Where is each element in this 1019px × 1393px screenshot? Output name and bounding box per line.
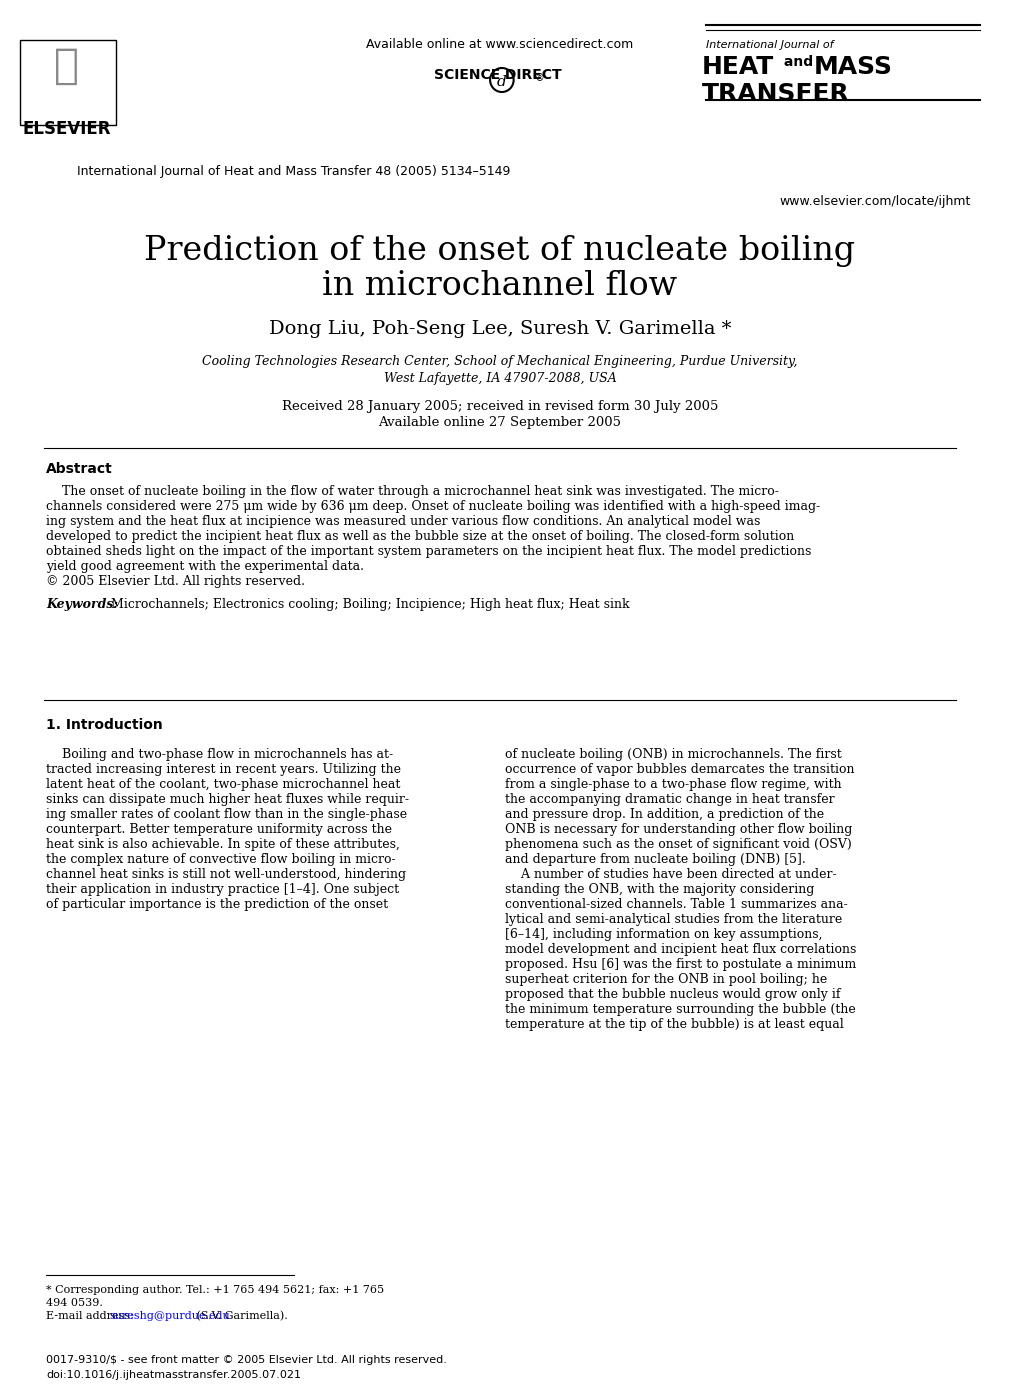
Text: phenomena such as the onset of significant void (OSV): phenomena such as the onset of significa…: [504, 839, 851, 851]
Text: d: d: [496, 75, 506, 89]
Text: temperature at the tip of the bubble) is at least equal: temperature at the tip of the bubble) is…: [504, 1018, 843, 1031]
Text: the complex nature of convective flow boiling in micro-: the complex nature of convective flow bo…: [46, 853, 395, 866]
Text: channel heat sinks is still not well-understood, hindering: channel heat sinks is still not well-und…: [46, 868, 406, 880]
Text: sureshg@purdue.edu: sureshg@purdue.edu: [110, 1311, 230, 1321]
Text: (S.V. Garimella).: (S.V. Garimella).: [193, 1311, 287, 1322]
Text: the minimum temperature surrounding the bubble (the: the minimum temperature surrounding the …: [504, 1003, 855, 1015]
Text: The onset of nucleate boiling in the flow of water through a microchannel heat s: The onset of nucleate boiling in the flo…: [46, 485, 779, 499]
Text: * Corresponding author. Tel.: +1 765 494 5621; fax: +1 765: * Corresponding author. Tel.: +1 765 494…: [46, 1284, 384, 1295]
Text: Abstract: Abstract: [46, 462, 113, 476]
Text: and: and: [779, 54, 817, 70]
Text: proposed that the bubble nucleus would grow only if: proposed that the bubble nucleus would g…: [504, 988, 840, 1002]
Text: A number of studies have been directed at under-: A number of studies have been directed a…: [504, 868, 836, 880]
Text: and pressure drop. In addition, a prediction of the: and pressure drop. In addition, a predic…: [504, 808, 823, 820]
Text: their application in industry practice [1–4]. One subject: their application in industry practice […: [46, 883, 398, 896]
Text: 494 0539.: 494 0539.: [46, 1298, 103, 1308]
Text: SCIENCE: SCIENCE: [433, 68, 499, 82]
Text: International Journal of Heat and Mass Transfer 48 (2005) 5134–5149: International Journal of Heat and Mass T…: [77, 164, 511, 178]
Text: and departure from nucleate boiling (DNB) [5].: and departure from nucleate boiling (DNB…: [504, 853, 805, 866]
Text: of particular importance is the prediction of the onset: of particular importance is the predicti…: [46, 898, 388, 911]
Text: Available online 27 September 2005: Available online 27 September 2005: [378, 417, 621, 429]
Text: superheat criterion for the ONB in pool boiling; he: superheat criterion for the ONB in pool …: [504, 972, 826, 986]
Text: the accompanying dramatic change in heat transfer: the accompanying dramatic change in heat…: [504, 793, 834, 807]
Text: proposed. Hsu [6] was the first to postulate a minimum: proposed. Hsu [6] was the first to postu…: [504, 958, 855, 971]
Text: ONB is necessary for understanding other flow boiling: ONB is necessary for understanding other…: [504, 823, 851, 836]
Text: 1. Introduction: 1. Introduction: [46, 717, 163, 731]
Text: tracted increasing interest in recent years. Utilizing the: tracted increasing interest in recent ye…: [46, 763, 400, 776]
Text: conventional-sized channels. Table 1 summarizes ana-: conventional-sized channels. Table 1 sum…: [504, 898, 847, 911]
Text: sinks can dissipate much higher heat fluxes while requir-: sinks can dissipate much higher heat flu…: [46, 793, 409, 807]
Text: Cooling Technologies Research Center, School of Mechanical Engineering, Purdue U: Cooling Technologies Research Center, Sc…: [202, 355, 797, 368]
Text: heat sink is also achievable. In spite of these attributes,: heat sink is also achievable. In spite o…: [46, 839, 399, 851]
Text: www.elsevier.com/locate/ijhmt: www.elsevier.com/locate/ijhmt: [779, 195, 969, 208]
Text: Dong Liu, Poh-Seng Lee, Suresh V. Garimella *: Dong Liu, Poh-Seng Lee, Suresh V. Garime…: [268, 320, 731, 338]
Text: 0017-9310/$ - see front matter © 2005 Elsevier Ltd. All rights reserved.: 0017-9310/$ - see front matter © 2005 El…: [46, 1355, 446, 1365]
Text: DIRECT: DIRECT: [499, 68, 561, 82]
Text: yield good agreement with the experimental data.: yield good agreement with the experiment…: [46, 560, 364, 573]
Text: HEAT: HEAT: [701, 54, 773, 79]
Text: occurrence of vapor bubbles demarcates the transition: occurrence of vapor bubbles demarcates t…: [504, 763, 854, 776]
Text: © 2005 Elsevier Ltd. All rights reserved.: © 2005 Elsevier Ltd. All rights reserved…: [46, 575, 305, 588]
Text: ELSEVIER: ELSEVIER: [22, 120, 111, 138]
Text: ®: ®: [534, 72, 543, 84]
Text: in microchannel flow: in microchannel flow: [322, 270, 677, 302]
Text: lytical and semi-analytical studies from the literature: lytical and semi-analytical studies from…: [504, 912, 842, 926]
Text: ing system and the heat flux at incipience was measured under various flow condi: ing system and the heat flux at incipien…: [46, 515, 760, 528]
Text: standing the ONB, with the majority considering: standing the ONB, with the majority cons…: [504, 883, 813, 896]
Text: West Lafayette, IA 47907-2088, USA: West Lafayette, IA 47907-2088, USA: [383, 372, 615, 384]
Text: Boiling and two-phase flow in microchannels has at-: Boiling and two-phase flow in microchann…: [46, 748, 392, 761]
Text: of nucleate boiling (ONB) in microchannels. The first: of nucleate boiling (ONB) in microchanne…: [504, 748, 841, 761]
Text: E-mail address:: E-mail address:: [46, 1311, 138, 1321]
Text: counterpart. Better temperature uniformity across the: counterpart. Better temperature uniformi…: [46, 823, 391, 836]
Text: latent heat of the coolant, two-phase microchannel heat: latent heat of the coolant, two-phase mi…: [46, 779, 400, 791]
Text: Keywords:: Keywords:: [46, 598, 118, 612]
Text: Available online at www.sciencedirect.com: Available online at www.sciencedirect.co…: [366, 38, 633, 52]
Text: obtained sheds light on the impact of the important system parameters on the inc: obtained sheds light on the impact of th…: [46, 545, 811, 559]
Text: Microchannels; Electronics cooling; Boiling; Incipience; High heat flux; Heat si: Microchannels; Electronics cooling; Boil…: [103, 598, 629, 612]
Text: model development and incipient heat flux correlations: model development and incipient heat flu…: [504, 943, 855, 956]
Text: TRANSFER: TRANSFER: [701, 82, 849, 106]
Text: [6–14], including information on key assumptions,: [6–14], including information on key ass…: [504, 928, 821, 942]
Text: Received 28 January 2005; received in revised form 30 July 2005: Received 28 January 2005; received in re…: [281, 400, 717, 412]
Text: 🌳: 🌳: [54, 45, 79, 86]
FancyBboxPatch shape: [19, 40, 115, 125]
Text: channels considered were 275 μm wide by 636 μm deep. Onset of nucleate boiling w: channels considered were 275 μm wide by …: [46, 500, 819, 513]
Text: ing smaller rates of coolant flow than in the single-phase: ing smaller rates of coolant flow than i…: [46, 808, 407, 820]
Text: International Journal of: International Journal of: [705, 40, 833, 50]
Text: developed to predict the incipient heat flux as well as the bubble size at the o: developed to predict the incipient heat …: [46, 529, 794, 543]
Text: from a single-phase to a two-phase flow regime, with: from a single-phase to a two-phase flow …: [504, 779, 841, 791]
Text: Prediction of the onset of nucleate boiling: Prediction of the onset of nucleate boil…: [145, 235, 855, 267]
Text: MASS: MASS: [813, 54, 892, 79]
Text: doi:10.1016/j.ijheatmasstransfer.2005.07.021: doi:10.1016/j.ijheatmasstransfer.2005.07…: [46, 1369, 301, 1380]
